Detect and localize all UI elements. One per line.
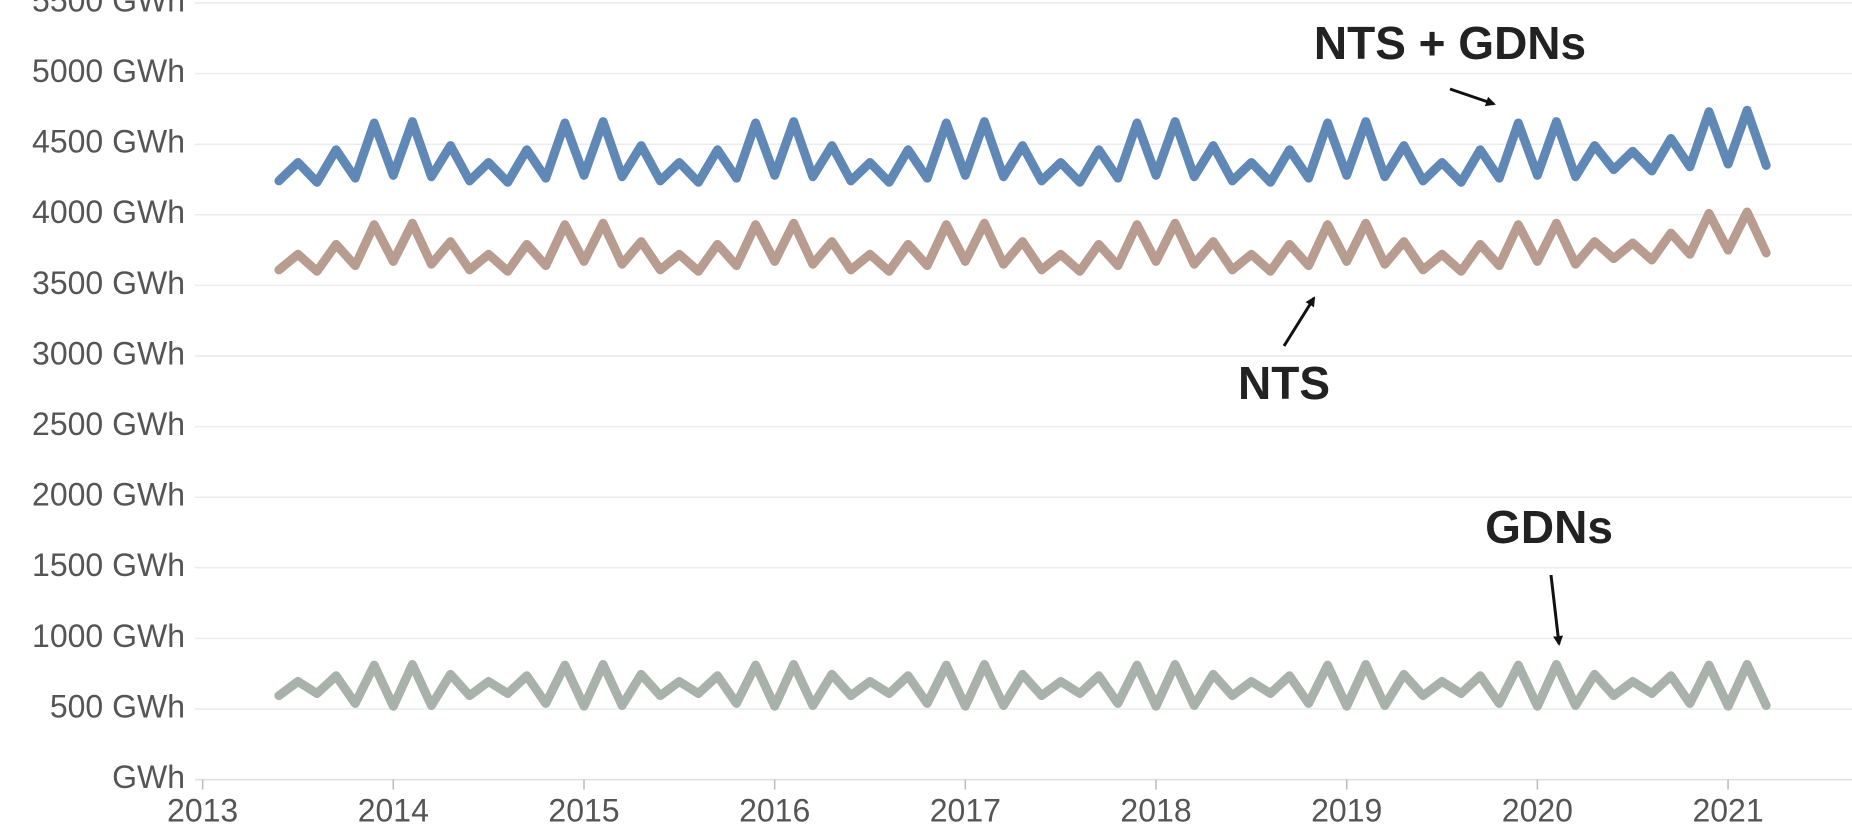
annotation-arrow	[1449, 87, 1496, 107]
x-tick-label: 2015	[548, 792, 619, 828]
series-line	[274, 105, 1771, 187]
lines	[274, 105, 1771, 711]
annotation-arrow	[1549, 574, 1564, 646]
y-tick-label: 3500 GWh	[32, 265, 185, 301]
y-tick-label: 5000 GWh	[32, 53, 185, 89]
x-tick-label: 2014	[358, 792, 429, 828]
annotation-arrow	[1282, 296, 1316, 347]
y-tick-label: 500 GWh	[50, 688, 185, 724]
grid	[195, 2, 1852, 781]
annotation: NTS	[1238, 357, 1330, 409]
y-tick-label: GWh	[112, 759, 185, 795]
y-tick-label: 5500 GWh	[32, 0, 185, 18]
y-tick-label: 3000 GWh	[32, 335, 185, 371]
x-tick-label: 2021	[1692, 792, 1763, 828]
y-tick-label: 4500 GWh	[32, 124, 185, 160]
x-tick-label: 2020	[1502, 792, 1573, 828]
annotation: GDNs	[1485, 501, 1613, 553]
x-tick-label: 2018	[1120, 792, 1191, 828]
x-tick-label: 2017	[930, 792, 1001, 828]
x-tick-label: 2016	[739, 792, 810, 828]
y-tick-label: 2500 GWh	[32, 406, 185, 442]
y-tick-label: 4000 GWh	[32, 194, 185, 230]
annotation: NTS + GDNs	[1314, 17, 1586, 69]
y-tick-label: 1000 GWh	[32, 618, 185, 654]
series-line	[274, 660, 1771, 711]
y-tick-label: 2000 GWh	[32, 477, 185, 513]
x-tick-label: 2013	[167, 792, 238, 828]
series-line	[274, 207, 1771, 276]
x-tick-label: 2019	[1311, 792, 1382, 828]
axes: GWh 500 GWh 1000 GWh 1500 GWh 2000 GWh 2500 G…	[32, 0, 1852, 828]
y-tick-label: 1500 GWh	[32, 547, 185, 583]
